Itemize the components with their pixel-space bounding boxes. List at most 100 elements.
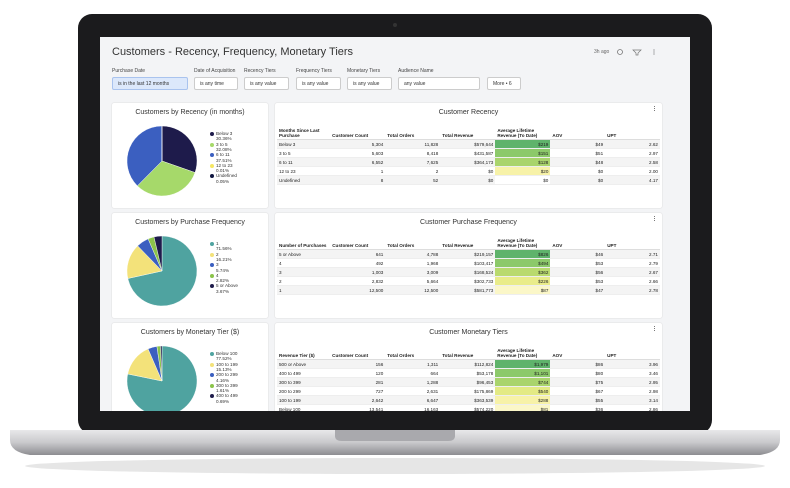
column-header: Total Revenue — [440, 233, 496, 250]
table-cell: $0 — [440, 175, 496, 185]
column-header: AOV — [550, 233, 606, 250]
table-panel: Customer Monetary Tiers Revenue Tier ($) C… — [275, 323, 662, 411]
column-header: UPT — [605, 233, 660, 250]
filter-value[interactable]: is any value — [244, 77, 289, 90]
table-cell: 12,500 — [385, 285, 441, 295]
legend-label: 6 to 11 — [216, 152, 230, 158]
legend-value: 30.36% — [216, 136, 232, 142]
panel-menu[interactable] — [654, 216, 656, 221]
table-cell: 664 — [385, 368, 441, 378]
table-cell: $744 — [495, 377, 551, 387]
dashboard-screen: Customers - Recency, Frequency, Monetary… — [100, 37, 690, 411]
table-cell: 3 to 5 — [277, 148, 331, 158]
filter-value[interactable]: is any time — [194, 77, 238, 90]
legend-label: 300 to 399 — [216, 382, 238, 388]
table-cell: 3.14 — [605, 395, 660, 405]
dashboard-title: Customers - Recency, Frequency, Monetary… — [112, 46, 354, 58]
data-table: Months Since Last Purchase Customer Count… — [277, 123, 660, 185]
table-cell: $1,101 — [495, 368, 551, 378]
table-row: 6 to 11 6,552 7,625 $364,173 $128 $48 2.58 — [277, 157, 660, 167]
legend-label: 12 to 23 — [216, 162, 233, 168]
legend-dot — [210, 362, 214, 367]
table-cell: $55 — [550, 395, 606, 405]
column-header: Number of Purchases — [277, 233, 331, 250]
header-icons[interactable] — [616, 47, 666, 57]
table-cell: $362 — [495, 267, 551, 277]
table-cell: Below 3 — [277, 139, 331, 149]
table-row: 400 to 499 120 664 $53,178 $1,101 $80 3.46 — [277, 368, 660, 378]
pie-panel: Customers by Purchase Frequency 1 71.56% 2 1… — [112, 213, 268, 318]
updated-time: 3h ago — [594, 49, 610, 55]
legend-value: 1.61% — [216, 388, 230, 394]
table-cell: 5 or Above — [277, 249, 331, 259]
table-cell: $51 — [550, 148, 606, 158]
more-filters[interactable]: More • 6 — [487, 77, 521, 90]
filter-value[interactable]: is any value — [347, 77, 392, 90]
filter-label: Monetary Tiers — [347, 68, 381, 74]
table-cell: $826 — [495, 249, 551, 259]
table-cell: 500 or Above — [277, 359, 331, 369]
pie-title: Customers by Recency (in months) — [135, 109, 245, 116]
table-cell: 2.67 — [605, 267, 660, 277]
table-cell: 100 to 199 — [277, 395, 331, 405]
legend-dot — [210, 242, 214, 246]
table-cell: 3 — [277, 267, 331, 277]
table-cell: $574,220 — [440, 404, 496, 411]
table-cell: $0 — [440, 166, 496, 176]
filter-value[interactable]: is any value — [296, 77, 341, 90]
table-cell: 8,418 — [385, 148, 441, 158]
legend-value: 16.21% — [216, 256, 232, 262]
table-cell: $75 — [550, 377, 606, 387]
table-cell: $46 — [550, 249, 606, 259]
table-row: 3 to 5 5,603 8,418 $431,587 $151 $51 2.97 — [277, 148, 660, 158]
table-cell: $0 — [550, 175, 606, 185]
table-row: 500 or Above 156 1,311 $112,824 $1,979 $86 3.9… — [277, 359, 660, 369]
table-cell: $494 — [495, 258, 551, 268]
filter-label: Date of Acquisition — [194, 68, 236, 74]
table-cell: 12 to 23 — [277, 166, 331, 176]
table-cell: $47 — [550, 285, 606, 295]
table-cell: $86 — [550, 359, 606, 369]
table-cell: 4.17 — [605, 175, 660, 185]
table-cell: 2.86 — [605, 404, 660, 411]
legend-label: 5 or Above — [216, 283, 238, 289]
panel-menu[interactable] — [654, 106, 656, 111]
filter-value[interactable]: is in the last 12 months — [112, 77, 188, 90]
legend-value: 71.56% — [216, 246, 232, 252]
legend-label: Undefined — [216, 173, 237, 179]
column-header: Total Orders — [385, 343, 441, 360]
header-row: Months Since Last Purchase Customer Count… — [277, 123, 660, 140]
table-cell: $49 — [550, 139, 606, 149]
table-cell: 2.95 — [605, 377, 660, 387]
table-cell: 2.71 — [605, 249, 660, 259]
table-row: Below 3 5,304 11,828 $579,644 $219 $49 2.62 — [277, 139, 660, 149]
table-row: 200 to 299 727 2,631 $175,869 $540 $67 2.98 — [277, 386, 660, 396]
table-cell: 300 to 399 — [277, 377, 331, 387]
table-cell: 2,832 — [330, 276, 386, 286]
table-cell: $36 — [550, 404, 606, 411]
column-header: Average Lifetime Revenue (To Date) — [495, 123, 551, 140]
column-header: Average Lifetime Revenue (To Date) — [495, 343, 551, 360]
legend-value: 15.13% — [216, 366, 232, 372]
legend-label: 1 — [216, 241, 219, 246]
table-cell: $431,587 — [440, 148, 496, 158]
legend-value: 37.51% — [216, 157, 232, 163]
legend-dot — [210, 142, 214, 147]
column-header: Customer Count — [330, 123, 386, 140]
table-cell: $96,453 — [440, 377, 496, 387]
filter-value[interactable]: any value — [398, 77, 480, 90]
table-cell: $53 — [550, 276, 606, 286]
header-row: Revenue Tier ($) Customer Count Total Orde… — [277, 343, 660, 360]
table-cell: $56 — [550, 267, 606, 277]
pie — [126, 125, 198, 197]
table-row: Undefined 8 52 $0 $0 $0 4.17 — [277, 175, 660, 185]
legend-value: 0.05% — [216, 178, 230, 184]
table-cell: 2.79 — [605, 258, 660, 268]
table-row: 100 to 199 2,642 6,647 $363,539 $288 $55 3.14 — [277, 395, 660, 405]
table-cell: 12,500 — [330, 285, 386, 295]
panel-menu[interactable] — [654, 326, 656, 331]
legend-dot — [210, 394, 214, 399]
table-row: Below 100 13,541 16,163 $574,220 $81 $36 2.86 — [277, 404, 660, 411]
table-cell: 52 — [385, 175, 441, 185]
legend-dot — [210, 252, 214, 257]
